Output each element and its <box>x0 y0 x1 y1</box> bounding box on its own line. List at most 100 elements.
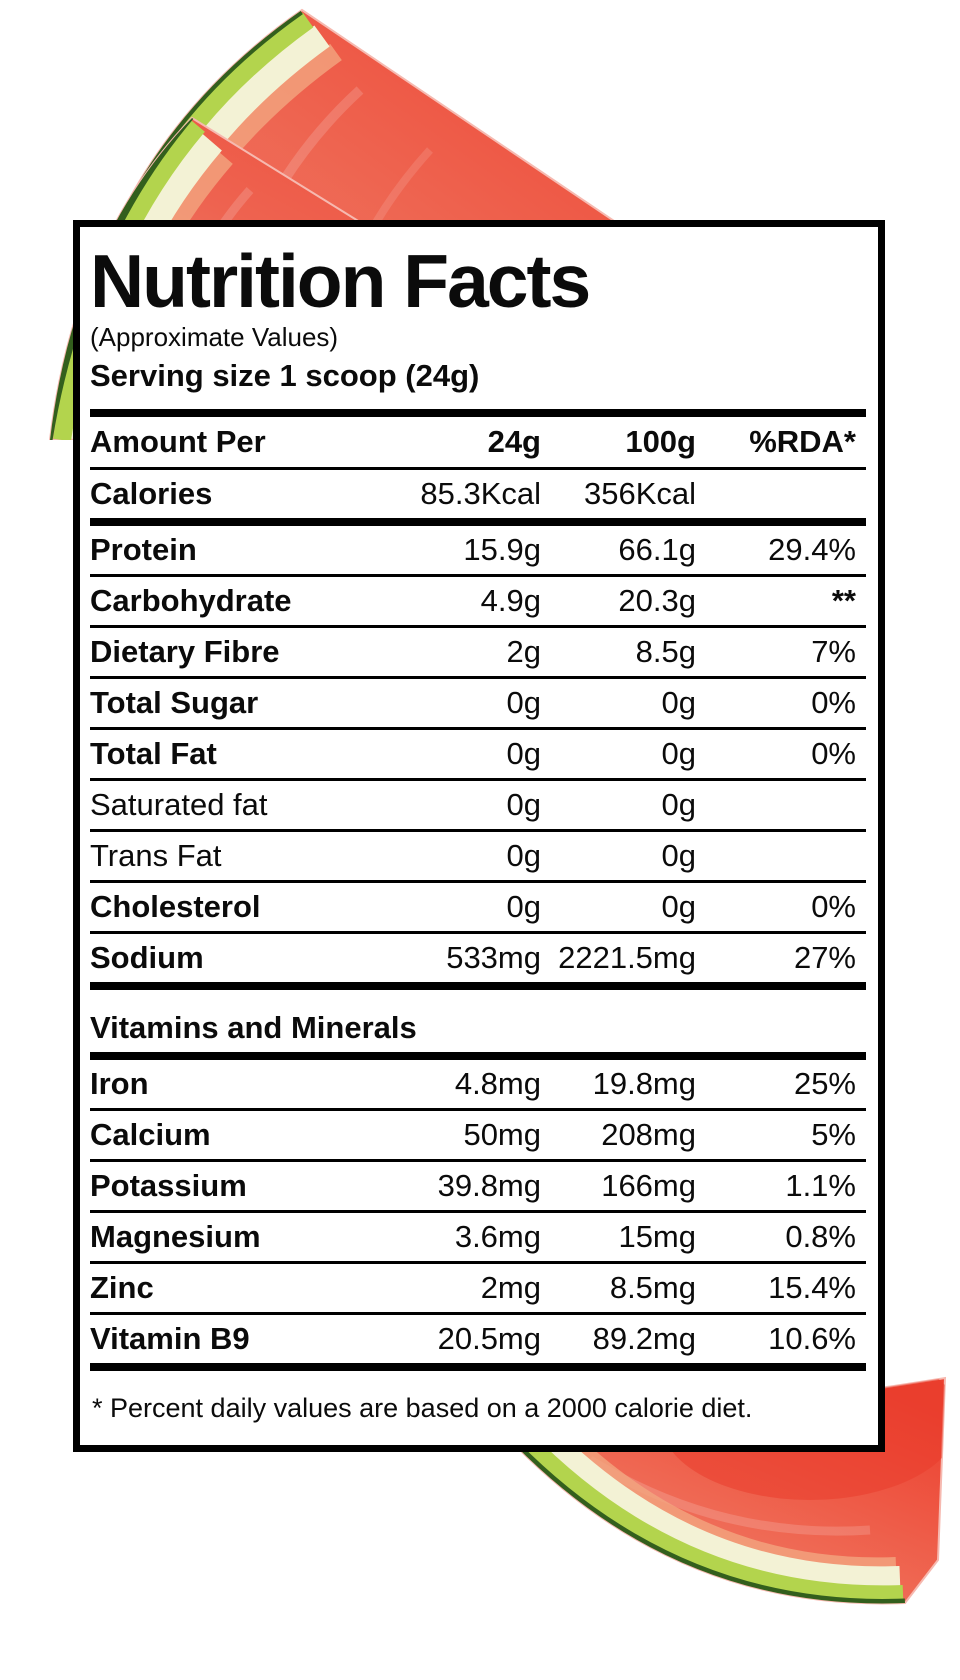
label-subtitle: (Approximate Values) <box>90 322 339 352</box>
separator-thin <box>90 1261 866 1264</box>
value-100g: 0g <box>661 889 696 924</box>
table-row: Iron 4.8mg 19.8mg 25% <box>90 1060 866 1108</box>
nutrient-name: Zinc <box>90 1270 154 1305</box>
value-rda: ** <box>831 583 856 618</box>
footnote-text: * Percent daily values are based on a 20… <box>92 1392 753 1423</box>
value-100g: 20.3g <box>618 583 696 618</box>
table-row: Potassium 39.8mg 166mg 1.1% <box>90 1162 866 1210</box>
table-row: Total Sugar 0g 0g 0% <box>90 679 866 727</box>
value-24g: 85.3Kcal <box>420 476 541 511</box>
separator-thin <box>90 676 866 679</box>
separator-thin <box>90 1159 866 1162</box>
separator-thin <box>90 1312 866 1315</box>
nutrient-name: Cholesterol <box>90 889 261 924</box>
label-title: Nutrition Facts <box>90 239 591 323</box>
header-amount-per: Amount Per <box>90 424 266 459</box>
header-100g: 100g <box>625 424 696 459</box>
value-rda: 7% <box>811 634 856 669</box>
nutrient-name: Protein <box>90 532 197 567</box>
value-24g: 533mg <box>446 940 541 975</box>
separator-thin <box>90 625 866 628</box>
nutrient-name: Magnesium <box>90 1219 261 1254</box>
value-rda: 0% <box>811 736 856 771</box>
table-header-row: Amount Per 24g 100g %RDA* <box>90 417 866 467</box>
value-24g: 0g <box>506 838 541 873</box>
nutrient-name: Carbohydrate <box>90 583 292 618</box>
value-100g: 19.8mg <box>592 1066 696 1101</box>
separator-thick <box>90 518 866 526</box>
separator-thin <box>90 829 866 832</box>
value-24g: 15.9g <box>463 532 541 567</box>
nutrient-name: Trans Fat <box>90 838 222 873</box>
separator-thin <box>90 778 866 781</box>
nutrient-name: Total Sugar <box>90 685 259 720</box>
table-row: Calcium 50mg 208mg 5% <box>90 1111 866 1159</box>
value-rda: 0% <box>811 889 856 924</box>
value-100g: 66.1g <box>618 532 696 567</box>
nutrient-name: Calories <box>90 476 213 511</box>
value-100g: 2221.5mg <box>558 940 696 975</box>
value-24g: 0g <box>506 787 541 822</box>
nutrient-name: Vitamin B9 <box>90 1321 250 1356</box>
value-24g: 0g <box>506 889 541 924</box>
value-24g: 0g <box>506 736 541 771</box>
separator-thin <box>90 1108 866 1111</box>
nutrient-name: Potassium <box>90 1168 247 1203</box>
value-24g: 4.8mg <box>454 1066 541 1101</box>
value-rda: 0.8% <box>785 1219 856 1254</box>
nutrient-name: Dietary Fibre <box>90 634 280 669</box>
value-24g: 2g <box>506 634 541 669</box>
separator-thick <box>90 409 866 417</box>
nutrition-facts-label: Nutrition Facts (Approximate Values) Ser… <box>73 220 885 1452</box>
nutrition-table: Amount Per 24g 100g %RDA* Calories 85.3Kcal 35… <box>90 409 866 1371</box>
value-24g: 50mg <box>463 1117 541 1152</box>
value-24g: 3.6mg <box>454 1219 541 1254</box>
table-row: Zinc 2mg 8.5mg 15.4% <box>90 1264 866 1312</box>
separator-thin <box>90 931 866 934</box>
nutrient-name: Saturated fat <box>90 787 268 822</box>
value-100g: 208mg <box>601 1117 696 1152</box>
serving-size: Serving size 1 scoop (24g) <box>90 358 480 393</box>
value-100g: 0g <box>661 838 696 873</box>
value-rda: 5% <box>811 1117 856 1152</box>
section-title-vitamins-and-minerals: Vitamins and Minerals <box>90 1010 417 1045</box>
value-rda: 0% <box>811 685 856 720</box>
nutrient-name: Iron <box>90 1066 149 1101</box>
value-24g: 20.5mg <box>437 1321 541 1356</box>
table-row: Magnesium 3.6mg 15mg 0.8% <box>90 1213 866 1261</box>
bottom-wedge-white-rind <box>525 1418 901 1595</box>
nutrient-name: Calcium <box>90 1117 211 1152</box>
value-100g: 356Kcal <box>583 476 696 511</box>
table-row: Vitamin B9 20.5mg 89.2mg 10.6% <box>90 1315 866 1363</box>
table-row: Cholesterol 0g 0g 0% <box>90 883 866 931</box>
value-rda: 25% <box>793 1066 856 1101</box>
value-24g: 4.9g <box>480 583 541 618</box>
value-100g: 166mg <box>601 1168 696 1203</box>
separator-thin <box>90 1210 866 1213</box>
table-row: Protein 15.9g 66.1g 29.4% <box>90 526 866 574</box>
value-100g: 15mg <box>618 1219 696 1254</box>
separator-thick <box>90 1052 866 1060</box>
table-row: Dietary Fibre 2g 8.5g 7% <box>90 628 866 676</box>
footnote-row: * Percent daily values are based on a 20… <box>90 1371 866 1445</box>
separator-thin <box>90 880 866 883</box>
value-24g: 39.8mg <box>437 1168 541 1203</box>
value-rda: 1.1% <box>785 1168 856 1203</box>
table-row: Sodium 533mg 2221.5mg 27% <box>90 934 866 982</box>
value-rda: 29.4% <box>768 532 856 567</box>
value-rda: 27% <box>793 940 856 975</box>
table-row: Total Fat 0g 0g 0% <box>90 730 866 778</box>
bottom-wedge-green-rind <box>517 1431 904 1604</box>
value-100g: 0g <box>661 787 696 822</box>
value-rda: 15.4% <box>768 1270 856 1305</box>
bottom-wedge-dark-rind-edge <box>515 1441 906 1604</box>
table-row: Calories 85.3Kcal 356Kcal <box>90 470 866 518</box>
separator-thin <box>90 574 866 577</box>
nutrient-name: Sodium <box>90 940 204 975</box>
header-rda: %RDA* <box>749 424 856 459</box>
table-row: Saturated fat 0g 0g <box>90 781 866 829</box>
value-100g: 0g <box>661 685 696 720</box>
value-24g: 0g <box>506 685 541 720</box>
header-24g: 24g <box>487 424 541 459</box>
